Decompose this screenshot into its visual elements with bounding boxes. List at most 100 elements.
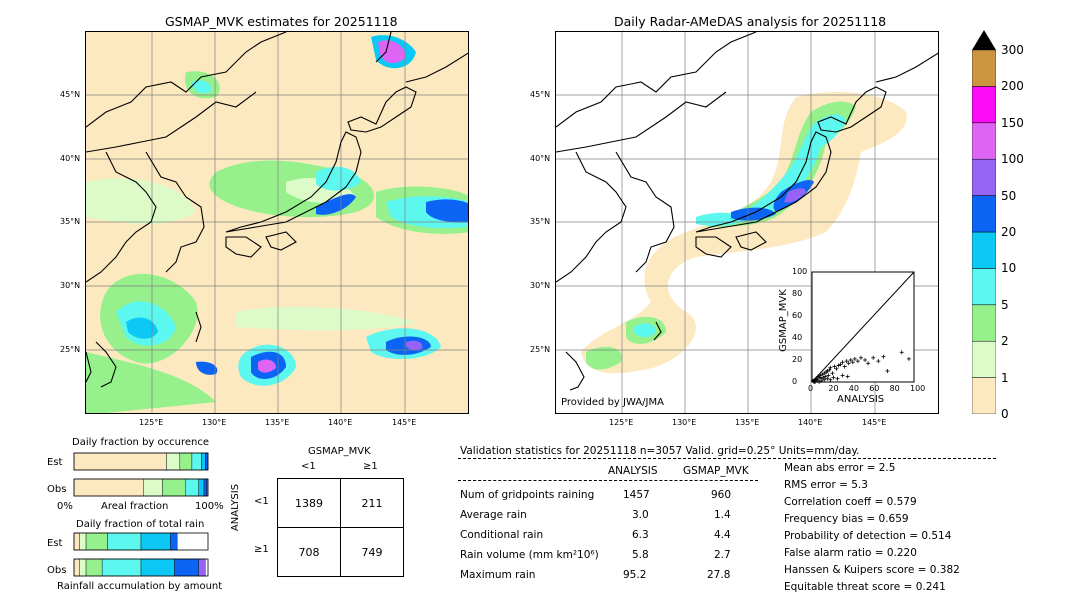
fraction-segment <box>185 478 199 497</box>
colorbar-segment <box>971 268 997 306</box>
left-map-title: GSMAP_MVK estimates for 20251118 <box>165 14 398 29</box>
scatter-point <box>866 361 871 366</box>
scatter-y-label: GSMAP_MVK <box>777 289 789 352</box>
contingency-row-header: ANALYSIS <box>230 483 242 532</box>
right-map: 0 0 20 20 40 40 60 60 80 80 100 100 ANALYSIS GSMAP_MV… <box>555 31 939 414</box>
colorbar-tick-label: 2 <box>1001 334 1009 349</box>
scatter-point <box>821 375 826 380</box>
right-lat-label: 45°N <box>530 90 551 99</box>
right-lat-label: 35°N <box>530 217 551 226</box>
stat-row-gsmap: 4.4 <box>714 529 731 541</box>
scatter-y-tick: 0 <box>792 377 798 386</box>
score-line: Mean abs error = 2.5 <box>784 462 896 474</box>
colorbar-extend-arrow <box>972 30 996 50</box>
contingency-row-label: <1 <box>254 496 269 507</box>
fraction-segment <box>140 532 171 551</box>
colorbar-tick-label: 20 <box>1001 225 1017 239</box>
contingency-cell: 211 <box>340 478 404 528</box>
occurrence-bars <box>73 452 209 497</box>
fraction-segment <box>107 532 142 551</box>
scatter-x-tick: 40 <box>848 384 859 393</box>
right-lon-label: 125°E <box>609 418 634 427</box>
score-line: Probability of detection = 0.514 <box>784 530 952 542</box>
colorbar-tick-label: 10 <box>1001 261 1017 276</box>
scatter-x-label: ANALYSIS <box>837 394 885 405</box>
colorbar-segment <box>971 158 997 196</box>
scatter-point <box>815 378 820 383</box>
scatter-point <box>834 366 839 371</box>
scatter-point <box>852 356 857 361</box>
score-line: RMS error = 5.3 <box>784 479 868 491</box>
right-lon-label: 130°E <box>672 418 697 427</box>
right-lat-label: 30°N <box>530 281 551 290</box>
scatter-point <box>827 367 832 372</box>
occurrence-axis-mid: Areal fraction <box>101 501 169 512</box>
scatter-point <box>844 359 849 364</box>
scatter-point <box>840 373 845 378</box>
scatter-point <box>830 371 835 376</box>
scatter-y-tick: 60 <box>792 311 803 320</box>
total-rain-footer: Rainfall accumulation by amount <box>57 581 223 592</box>
scatter-point <box>846 361 851 366</box>
stat-row-gsmap: 2.7 <box>714 549 731 561</box>
left-map-graphic <box>86 32 468 413</box>
scatter-point <box>863 358 868 362</box>
fraction-segment <box>73 452 167 471</box>
scatter-point <box>828 365 833 370</box>
validation-dashed-line <box>458 458 996 459</box>
right-lat-label: 40°N <box>530 154 551 163</box>
scatter-point <box>876 359 881 364</box>
fraction-segment <box>162 478 186 497</box>
scatter-inset: 0 0 20 20 40 40 60 60 80 80 100 100 ANALYSIS GSMAP_MV… <box>778 267 925 405</box>
scatter-diagonal <box>811 271 915 383</box>
fraction-segment <box>73 478 144 497</box>
occurrence-row-label: Est <box>47 457 63 468</box>
colorbar-tick-label: 300 <box>1001 43 1024 57</box>
stat-row-label: Rain volume (mm km²10⁶) <box>460 549 599 561</box>
scatter-point <box>825 376 830 381</box>
left-map-coastlines <box>86 32 468 388</box>
fraction-segment <box>203 478 207 497</box>
colorbar-tick-label: 50 <box>1001 188 1017 203</box>
scatter-point <box>823 374 828 379</box>
right-map-coastlines <box>556 32 938 391</box>
fraction-segment <box>191 452 202 471</box>
stat-row-gsmap: 1.4 <box>714 509 731 521</box>
validation-col-gsmap: GSMAP_MVK <box>683 465 749 477</box>
right-lat-label: 25°N <box>530 345 551 354</box>
scatter-point <box>828 377 833 382</box>
score-line: Equitable threat score = 0.241 <box>784 581 946 593</box>
scatter-plot <box>811 271 915 384</box>
scatter-y-tick: 20 <box>792 355 803 364</box>
scatter-point <box>838 362 843 367</box>
right-map-title: Daily Radar-AMeDAS analysis for 20251118 <box>614 14 887 29</box>
score-line: Hanssen & Kuipers score = 0.382 <box>784 564 960 576</box>
colorbar-labels: 0 1 2 5 10 20 50 100 150 200 300 <box>1001 30 1041 421</box>
occurrence-title: Daily fraction by occurence <box>72 437 210 448</box>
colorbar-segment <box>971 377 997 415</box>
scatter-point <box>855 359 860 364</box>
left-lon-label: 125°E <box>139 418 164 427</box>
left-lat-label: 40°N <box>60 154 81 163</box>
fraction-segment <box>198 558 206 577</box>
scatter-point <box>848 358 853 362</box>
stat-row-label: Average rain <box>460 509 527 521</box>
stat-row-analysis: 3.0 <box>632 509 649 521</box>
fraction-bar-frame <box>73 478 209 497</box>
scatter-point <box>835 376 840 381</box>
left-lon-label: 140°E <box>328 418 353 427</box>
scatter-point <box>836 363 841 368</box>
right-lon-label: 135°E <box>735 418 760 427</box>
colorbar-segment <box>971 340 997 378</box>
scatter-point <box>885 369 890 373</box>
contingency-col-label: <1 <box>301 461 316 472</box>
contingency-cell: 708 <box>277 527 341 577</box>
contingency-table: 1389 211 708 749 <box>277 478 404 577</box>
scatter-point <box>813 380 818 384</box>
fraction-segment <box>73 532 80 551</box>
scatter-point <box>871 355 876 360</box>
right-lon-label: 145°E <box>862 418 887 427</box>
validation-header: Validation statistics for 20251118 n=305… <box>460 445 860 457</box>
scatter-point <box>825 369 830 373</box>
fraction-segment <box>85 532 108 551</box>
